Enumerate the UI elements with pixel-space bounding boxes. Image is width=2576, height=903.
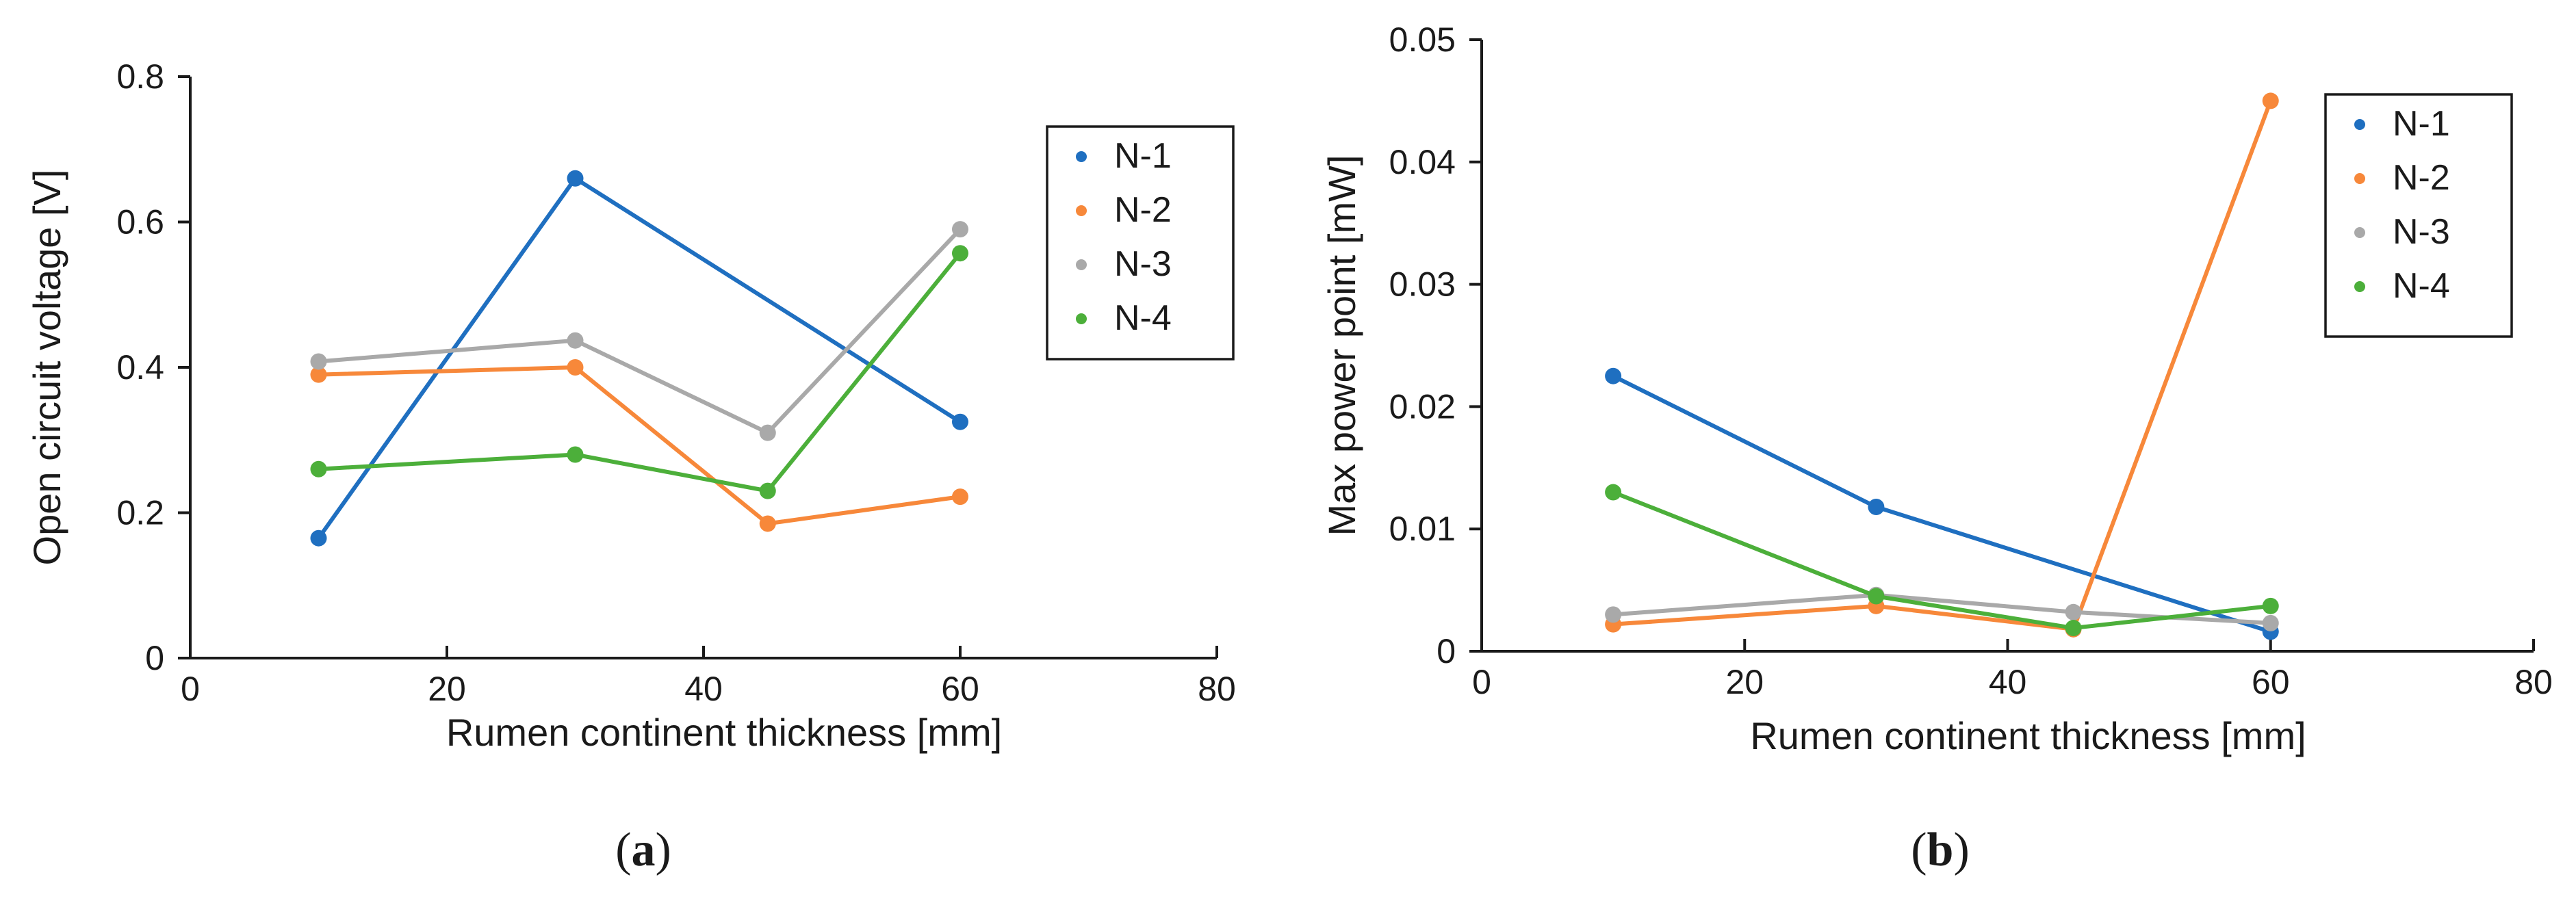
legend-marker-n-2 [1076, 205, 1087, 216]
y-tick-label: 0.05 [1389, 21, 1456, 59]
data-point-n-1 [1605, 367, 1622, 384]
y-tick-label: 0.02 [1389, 387, 1456, 426]
x-tick-label: 60 [941, 670, 979, 708]
x-tick-label: 40 [1989, 663, 2027, 701]
legend-box [2324, 93, 2513, 338]
legend-entry-n-2: N-2 [2393, 158, 2450, 198]
data-point-n-3 [1605, 606, 1622, 623]
data-point-n-4 [2065, 620, 2082, 637]
legend-marker-n-4 [1076, 313, 1087, 324]
data-point-n-4 [310, 460, 327, 477]
series-line-n-1 [1612, 374, 2271, 634]
y-tick-label: 0.4 [116, 348, 164, 387]
data-point-n-1 [1868, 499, 1885, 516]
legend-entry-n-4: N-4 [1114, 298, 1172, 338]
x-tick-label: 20 [1725, 663, 1764, 701]
legend-marker-n-2 [2354, 173, 2365, 184]
x-tick-label: 0 [181, 670, 200, 708]
series-line-n-4 [318, 252, 962, 493]
data-point-n-3 [2065, 603, 2082, 620]
panel-caption: (a) [615, 824, 671, 876]
x-tick-label: 20 [428, 670, 466, 708]
x-tick-label: 60 [2252, 663, 2290, 701]
y-tick-label: 0.8 [116, 57, 164, 96]
data-point-n-1 [310, 529, 327, 547]
legend-marker-n-1 [2354, 119, 2365, 130]
series-line-n-2 [318, 365, 961, 526]
data-point-n-1 [952, 413, 968, 430]
legend-marker-n-3 [2354, 227, 2365, 238]
y-tick-label: 0.01 [1389, 510, 1456, 548]
data-point-n-3 [759, 424, 776, 441]
legend-entry-n-1: N-1 [1114, 136, 1172, 176]
data-point-n-4 [952, 245, 968, 262]
data-point-n-3 [952, 221, 968, 238]
y-tick-label: 0.03 [1389, 265, 1456, 304]
series-line-n-1 [317, 176, 962, 540]
x-tick-label: 0 [1472, 663, 1491, 701]
data-point-n-2 [759, 515, 776, 532]
legend-entry-n-1: N-1 [2393, 104, 2450, 144]
data-point-n-4 [1868, 588, 1885, 605]
x-axis-label: Rumen continent thickness [mm] [446, 711, 1002, 754]
data-point-n-2 [952, 488, 968, 506]
data-point-n-3 [310, 353, 327, 370]
data-point-n-2 [310, 366, 327, 383]
data-point-n-2 [2262, 92, 2279, 109]
x-tick-label: 40 [684, 670, 723, 708]
legend-marker-n-3 [1076, 259, 1087, 270]
data-point-n-2 [567, 359, 584, 376]
series-line-n-4 [1612, 490, 2271, 631]
data-point-n-4 [759, 482, 776, 499]
y-axis-label: Open circuit voltage [V] [25, 170, 68, 566]
data-point-n-3 [567, 332, 584, 349]
legend-entry-n-4: N-4 [2393, 266, 2450, 306]
legend-marker-n-4 [2354, 281, 2365, 292]
legend-entry-n-3: N-3 [2393, 212, 2450, 252]
chart-panel-a: 0 0.2 0.4 0.6 0.8 0 20 40 60 80 Rumen continent th… [25, 57, 1236, 876]
legend-entry-n-2: N-2 [1114, 190, 1172, 230]
series-line-n-3 [318, 228, 962, 435]
y-tick-label: 0.04 [1389, 143, 1456, 181]
x-tick-label: 80 [1198, 670, 1236, 708]
y-tick-label: 0 [1437, 632, 1456, 670]
data-point-n-3 [2262, 614, 2279, 631]
data-point-n-4 [2262, 597, 2279, 614]
legend-marker-n-1 [1076, 151, 1087, 162]
panel-caption: (b) [1911, 824, 1970, 876]
x-axis-label: Rumen continent thickness [mm] [1750, 714, 2306, 757]
data-point-n-4 [1605, 484, 1622, 501]
chart-panel-b: 0 0.01 0.02 0.03 0.04 0.05 0 20 40 60 80 Rumen cont… [1320, 21, 2553, 876]
y-axis-label: Max power point [mW] [1320, 155, 1363, 536]
data-point-n-4 [567, 446, 584, 463]
y-tick-label: 0.2 [116, 494, 164, 532]
legend-entry-n-3: N-3 [1114, 244, 1172, 284]
data-point-n-1 [567, 170, 584, 187]
series-line-n-2 [1612, 100, 2273, 631]
y-tick-label: 0.6 [116, 203, 164, 241]
y-tick-label: 0 [145, 639, 164, 677]
x-tick-label: 80 [2514, 663, 2553, 701]
